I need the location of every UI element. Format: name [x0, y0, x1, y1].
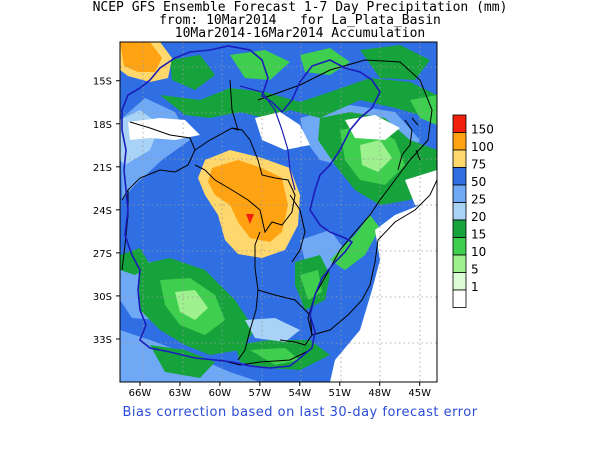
lon-tick-label: 63W [169, 388, 192, 399]
lon-tick-label: 54W [288, 388, 311, 399]
legend-level-label: 25 [471, 193, 486, 207]
bias-correction-note: Bias correction based on last 30-day for… [122, 405, 478, 420]
legend-swatch [452, 167, 467, 186]
lat-tick-label: 15S [93, 77, 112, 88]
precipitation-legend: 150 100 75 50 25 20 15 10 5 1 [452, 114, 494, 308]
la-plata-basin-outline [121, 45, 381, 369]
lon-tick-label: 66W [129, 388, 152, 399]
lat-lon-grid [120, 42, 437, 382]
field-15mm-northwest [170, 55, 215, 90]
lat-tick-label: 30S [93, 292, 112, 303]
field-15mm-south [150, 345, 215, 378]
field-10mm-coast [330, 215, 380, 270]
lat-tick-label: 33S [93, 335, 112, 346]
legend-swatch [452, 184, 467, 203]
field-10mm-far-northeast [410, 95, 437, 125]
country-borders [121, 59, 437, 366]
legend-level-label: 10 [471, 245, 486, 259]
field-15mm-north-east [360, 45, 430, 80]
lat-tick-label: 27S [93, 249, 112, 260]
field-dry-east [405, 170, 437, 210]
legend-level-label: 50 [471, 175, 486, 189]
legend-swatch [452, 237, 467, 256]
lon-tick-label: 45W [408, 388, 431, 399]
field-10mm-south-center [250, 348, 300, 365]
map-title-line1: NCEP GFS Ensemble Forecast 1-7 Day Preci… [92, 0, 508, 15]
lon-tick-label: 48W [368, 388, 391, 399]
field-10mm-north [230, 50, 290, 80]
legend-swatch [452, 149, 467, 168]
legend-level-label: 150 [471, 123, 494, 137]
lat-tick-label: 21S [93, 163, 112, 174]
longitude-axis: 66W 63W 60W 57W 54W 51W 48W 45W [129, 382, 431, 399]
field-dry-northwest [128, 118, 200, 140]
field-dry-northeast [345, 115, 400, 140]
field-20mm-south [245, 318, 300, 342]
legend-level-label: 15 [471, 228, 486, 242]
legend-level-label: 75 [471, 158, 486, 172]
map-title-line2: from: 10Mar2014 for La_Plata_Basin [159, 13, 441, 28]
legend-swatch [452, 289, 467, 308]
legend-level-label: 20 [471, 210, 486, 224]
legend-level-label: 5 [471, 263, 479, 277]
legend-swatch [452, 202, 467, 221]
precipitation-field [120, 42, 437, 382]
latitude-axis: 15S 18S 21S 24S 27S 30S 33S [93, 77, 120, 346]
legend-level-label: 100 [471, 140, 494, 154]
field-100mm-core [208, 160, 288, 242]
legend-swatch [452, 114, 467, 133]
field-150mm-peak [246, 214, 254, 224]
lat-tick-label: 24S [93, 206, 112, 217]
lon-tick-label: 60W [209, 388, 232, 399]
field-15mm-north-band [160, 78, 437, 120]
legend-swatch [452, 219, 467, 238]
lon-tick-label: 51W [328, 388, 351, 399]
map-title-line3: 10Mar2014-16Mar2014 Accumulation [174, 26, 426, 41]
river-line [239, 85, 296, 191]
legend-swatch [452, 272, 467, 291]
field-5mm-northeast [360, 140, 392, 172]
legend-level-label: 1 [471, 280, 479, 294]
field-ocean-no-data [330, 205, 437, 382]
legend-swatch [452, 254, 467, 273]
lat-tick-label: 18S [93, 120, 112, 131]
lon-tick-label: 57W [249, 388, 272, 399]
legend-swatch [452, 132, 467, 151]
field-100mm-northwest [120, 42, 162, 72]
map-frame [119, 41, 438, 383]
